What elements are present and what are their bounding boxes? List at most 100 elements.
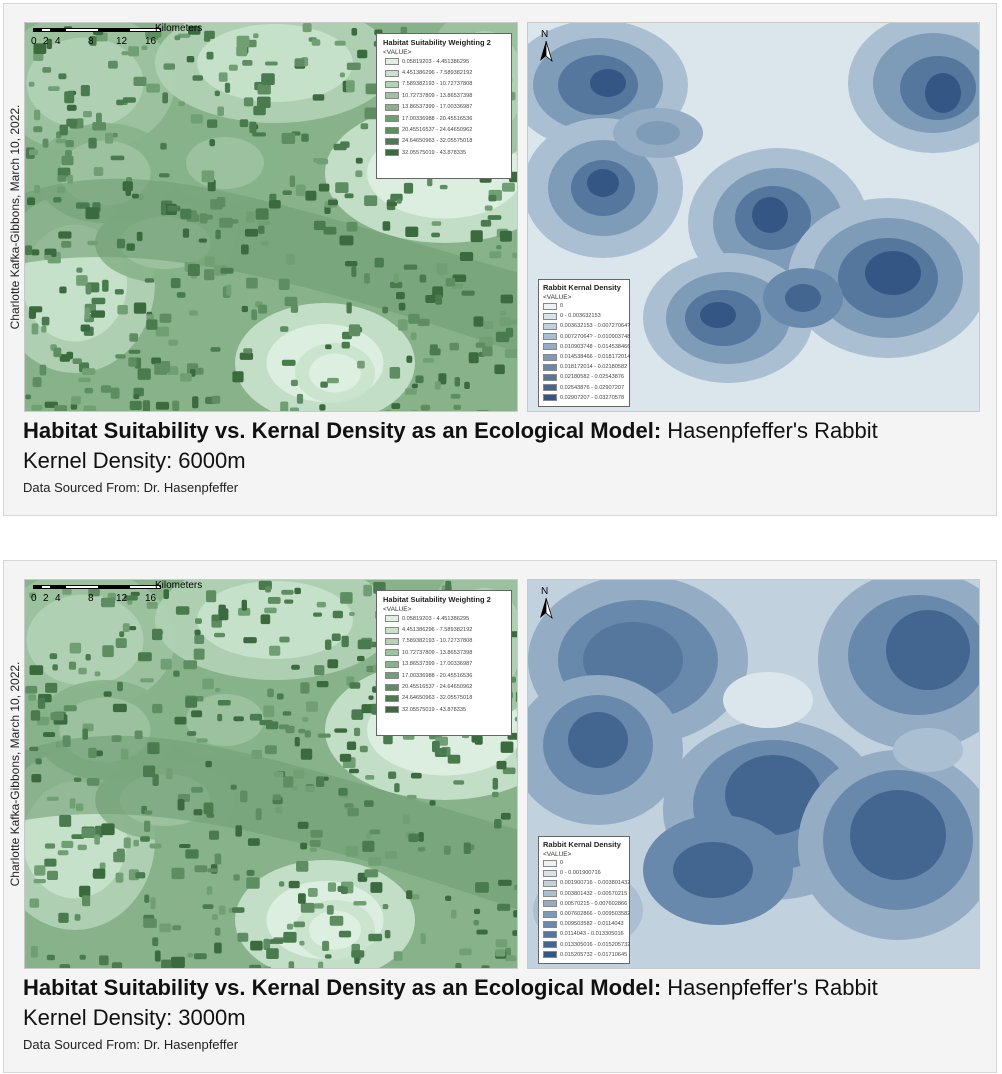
legend-item: 0 - 0.003632153 [543, 311, 625, 321]
legend-item: 4.451386296 - 7.589382192 [385, 67, 505, 78]
density-legend-title: Rabbit Kernal Density [543, 283, 621, 292]
legend-label: 0.00727064? - 0.010903748 [560, 333, 631, 340]
legend-item: 0 [543, 858, 625, 868]
legend-item: 4.451386296 - 7.589382192 [385, 624, 505, 635]
legend-item: 17.00336988 - 20.45516536 [385, 670, 505, 681]
legend-item: 17.00336988 - 20.45516536 [385, 113, 505, 124]
legend-item: 32.05575019 - 43.878335 [385, 147, 505, 158]
legend-label: 20.45516537 - 24.64650962 [402, 684, 473, 691]
legend-label: 0.010903748 - 0.014538466 [560, 343, 631, 350]
north-arrow: N [536, 29, 556, 69]
caption-subtitle: Kernel Density: 6000m [23, 448, 246, 473]
legend-swatch [543, 859, 557, 867]
habitat-legend-subtitle: <VALUE> [383, 606, 412, 613]
north-arrow-icon [540, 40, 553, 63]
kernel-density-map: N Rabbit Kernal Density <VALUE> 0 0 - 0.0… [527, 22, 980, 412]
habitat-suitability-map: Kilometers 0 2 4 8 12 16 Habitat Suitabi… [24, 579, 518, 969]
legend-label: 4.451386296 - 7.589382192 [402, 70, 473, 77]
density-raster [528, 580, 979, 968]
north-arrow-icon [540, 597, 553, 620]
legend-swatch [543, 890, 557, 898]
caption-title-rest: Hasenpfeffer's Rabbit [661, 975, 878, 1000]
legend-label: 10.72737809 - 13.86537398 [402, 92, 473, 99]
caption-title-bold: Habitat Suitability vs. Kernal Density a… [23, 975, 662, 1000]
legend-label: 0 [560, 303, 564, 310]
legend-item: 0.00570215 - 0.007602866 [543, 899, 627, 909]
density-legend-subtitle: <VALUE> [543, 294, 572, 301]
legend-item: 0 - 0.001900716 [543, 868, 625, 878]
legend-swatch [543, 394, 557, 402]
legend-label: 0.014538466 - 0.018172014 [560, 354, 631, 361]
north-label: N [541, 29, 549, 40]
legend-item: 0.05819203 - 4.451386295 [385, 56, 505, 67]
legend-item: 20.45516537 - 24.64650962 [385, 681, 505, 692]
legend-swatch [543, 900, 557, 908]
caption-title: Habitat Suitability vs. Kernal Density a… [23, 973, 878, 1003]
legend-swatch [385, 649, 399, 657]
legend-item: 13.86537399 - 17.00336987 [385, 659, 505, 670]
legend-swatch [385, 615, 399, 623]
legend-label: 0.009503582 - 0.0114043 [560, 921, 624, 928]
legend-item: 0.018172014 - 0.02180582 [543, 362, 627, 372]
legend-swatch [385, 92, 399, 100]
legend-label: 0 [560, 860, 564, 867]
scale-tick-label: 0 [31, 36, 37, 47]
scale-tick-label: 2 [43, 593, 49, 604]
legend-label: 20.45516537 - 24.64650962 [402, 127, 473, 134]
scale-bar-graphic [33, 585, 161, 589]
caption-source: Data Sourced From: Dr. Hasenpfeffer [23, 480, 239, 495]
map-panel-6000m: Charlotte Kafka-Gibbons, March 10, 2022.… [3, 3, 997, 516]
legend-label: 24.64650963 - 32.05575018 [402, 695, 473, 702]
scale-tick-label: 12 [116, 36, 128, 47]
legend-label: 0.003801432 - 0.00570215 [560, 890, 628, 897]
legend-label: 17.00336988 - 20.45516536 [402, 672, 473, 679]
legend-swatch [543, 312, 557, 320]
legend-label: 17.00336988 - 20.45516536 [402, 115, 473, 122]
legend-item: 0.003801432 - 0.00570215 [543, 889, 628, 899]
legend-label: 32.05575019 - 43.878335 [402, 706, 467, 713]
legend-item: 7.589382193 - 10.72737808 [385, 79, 505, 90]
legend-item: 0.02907207 - 0.03270578 [543, 393, 625, 403]
legend-item: 0.02180582 - 0.02543876 [543, 372, 625, 382]
legend-label: 0.007602866 - 0.009503582 [560, 911, 631, 918]
scale-tick-label: 2 [43, 36, 49, 47]
author-date-label: Charlotte Kafka-Gibbons, March 10, 2022. [8, 661, 22, 887]
scale-unit-label: Kilometers [155, 23, 203, 34]
caption-title-bold: Habitat Suitability vs. Kernal Density a… [23, 418, 662, 443]
legend-label: 0.05819203 - 4.451386295 [402, 58, 470, 65]
legend-swatch [543, 322, 557, 330]
legend-item: 0 [543, 301, 625, 311]
legend-item: 10.72737809 - 13.86537398 [385, 90, 505, 101]
legend-swatch [385, 672, 399, 680]
legend-swatch [385, 637, 399, 645]
legend-item: 0.001900716 - 0.003801432 [543, 878, 630, 888]
scale-tick-label: 4 [55, 36, 61, 47]
kernel-density-surface [528, 580, 979, 968]
legend-label: 0.05819203 - 4.451386295 [402, 615, 470, 622]
legend-swatch [385, 58, 399, 66]
scale-bar: Kilometers 0 2 4 8 12 16 [31, 580, 221, 613]
legend-swatch [543, 930, 557, 938]
habitat-legend: Habitat Suitability Weighting 2 <VALUE> … [376, 33, 512, 179]
legend-swatch [543, 302, 557, 310]
legend-item: 0.02543876 - 0.02907207 [543, 383, 625, 393]
legend-swatch [543, 373, 557, 381]
scale-tick-label: 8 [88, 36, 94, 47]
legend-swatch [385, 660, 399, 668]
legend-label: 32.05575019 - 43.878335 [402, 149, 467, 156]
legend-item: 0.010903748 - 0.014538466 [543, 342, 630, 352]
legend-label: 24.64650963 - 32.05575018 [402, 138, 473, 145]
legend-item: 10.72737809 - 13.86537398 [385, 647, 505, 658]
kernel-density-surface [528, 23, 979, 383]
legend-label: 0.02543876 - 0.02907207 [560, 384, 625, 391]
legend-swatch [385, 626, 399, 634]
legend-swatch [543, 343, 557, 351]
density-hotspot [643, 815, 793, 925]
habitat-legend-title: Habitat Suitability Weighting 2 [383, 38, 491, 47]
legend-label: 0.013305016 - 0.015205732 [560, 941, 631, 948]
legend-label: 0.015205732 - 0.01710645 [560, 951, 628, 958]
legend-label: 0.02180582 - 0.02543876 [560, 374, 625, 381]
legend-label: 0.02907207 - 0.03270578 [560, 394, 625, 401]
legend-swatch [543, 353, 557, 361]
legend-swatch [543, 879, 557, 887]
